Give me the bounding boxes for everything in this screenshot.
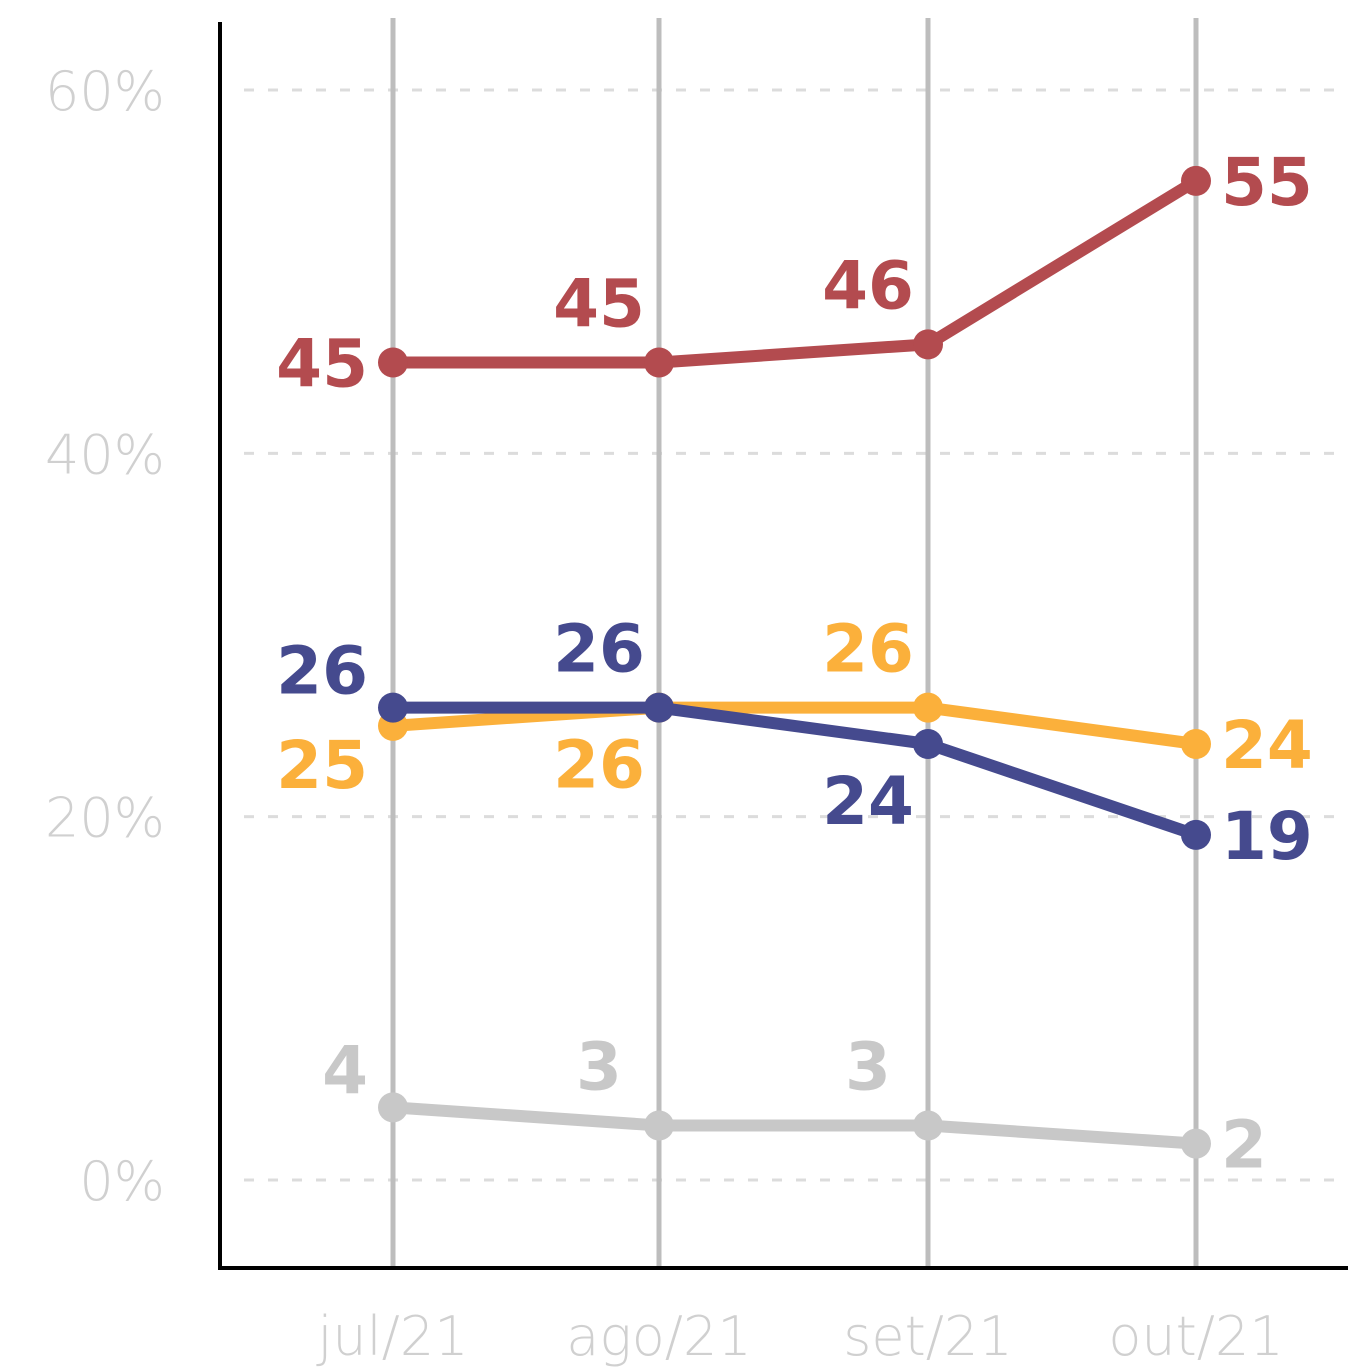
data-point-blue [378, 692, 408, 723]
data-label-blue: 24 [822, 763, 914, 840]
data-label-blue: 26 [276, 633, 368, 710]
y-tick-label: 0% [79, 1150, 165, 1213]
data-point-gray [913, 1110, 943, 1141]
y-tick-label: 60% [45, 60, 165, 123]
series-layer [378, 165, 1211, 1159]
series-line-red [387, 174, 1202, 369]
data-label-yellow: 26 [822, 611, 914, 688]
series-line-yellow [387, 701, 1202, 750]
x-tick-label: jul/21 [316, 1305, 468, 1368]
data-label-yellow: 26 [553, 727, 645, 804]
x-tick-label: set/21 [843, 1305, 1012, 1368]
axes [218, 22, 1348, 1270]
data-labels: 4 3 3 2 45 45 46 55 25 26 26 24 26 26 24 19 [276, 144, 1313, 1184]
vertical-gridlines [390, 18, 1199, 1268]
data-label-gray: 4 [322, 1032, 368, 1109]
data-label-blue: 26 [553, 611, 645, 688]
series-line-blue [387, 701, 1202, 841]
data-label-gray: 3 [576, 1029, 622, 1106]
data-label-gray: 3 [845, 1029, 891, 1106]
data-label-red: 46 [822, 247, 914, 324]
grid [244, 88, 1348, 1182]
data-point-red [913, 329, 943, 360]
data-point-blue [1181, 819, 1211, 850]
data-label-red: 55 [1221, 144, 1313, 221]
data-label-red: 45 [553, 266, 645, 343]
data-point-blue [644, 692, 674, 723]
data-label-yellow: 24 [1221, 707, 1313, 784]
x-tick-label: out/21 [1108, 1305, 1283, 1368]
data-point-yellow [913, 692, 943, 723]
data-label-red: 45 [276, 326, 368, 403]
data-point-gray [644, 1110, 674, 1141]
data-point-red [1181, 165, 1211, 196]
data-point-gray [378, 1092, 408, 1123]
y-tick-label: 40% [45, 423, 165, 486]
data-point-gray [1181, 1128, 1211, 1159]
data-point-red [378, 347, 408, 378]
data-label-gray: 2 [1221, 1107, 1267, 1184]
data-label-blue: 19 [1221, 798, 1313, 875]
x-tick-labels: jul/21 ago/21 set/21 out/21 [316, 1305, 1283, 1368]
x-tick-label: ago/21 [566, 1305, 751, 1368]
y-tick-label: 20% [45, 787, 165, 850]
series-line-gray [387, 1101, 1202, 1150]
y-tick-labels: 0% 20% 40% 60% [45, 60, 165, 1213]
data-point-yellow [1181, 729, 1211, 759]
data-label-yellow: 25 [276, 727, 368, 804]
data-point-red [644, 347, 674, 378]
data-point-blue [913, 729, 943, 759]
